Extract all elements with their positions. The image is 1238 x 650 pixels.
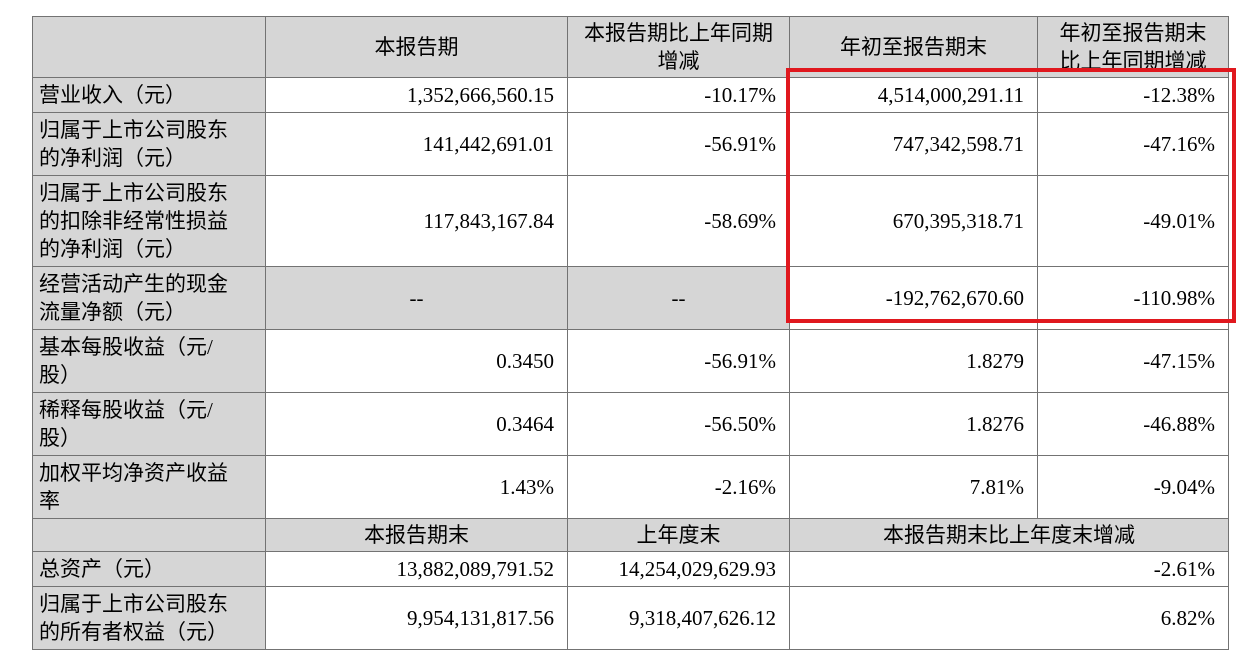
row-label: 加权平均净资产收益 率 — [32, 455, 266, 519]
cell-value: -47.15% — [1037, 329, 1229, 393]
cell-value: -46.88% — [1037, 392, 1229, 456]
cell-value: -110.98% — [1037, 266, 1229, 330]
cell-value: -2.16% — [567, 455, 790, 519]
header-cell-ytd-change: 年初至报告期末 比上年同期增减 — [1037, 16, 1229, 78]
cell-value: -10.17% — [567, 77, 790, 113]
cell-value: -47.16% — [1037, 112, 1229, 176]
financial-summary-table: 本报告期 本报告期比上年同期 增减 年初至报告期末 年初至报告期末 比上年同期增… — [32, 16, 1229, 650]
header-cell-period-end: 本报告期末 — [265, 518, 568, 552]
cell-value: 117,843,167.84 — [265, 175, 568, 267]
cell-value: -49.01% — [1037, 175, 1229, 267]
row-net-profit-excl-nonrecurring: 归属于上市公司股东 的扣除非经常性损益 的净利润（元） 117,843,167.… — [32, 175, 1229, 267]
cell-value: 4,514,000,291.11 — [789, 77, 1038, 113]
row-total-assets: 总资产（元） 13,882,089,791.52 14,254,029,629.… — [32, 551, 1229, 587]
header-row-period: 本报告期 本报告期比上年同期 增减 年初至报告期末 年初至报告期末 比上年同期增… — [32, 16, 1229, 78]
row-label: 基本每股收益（元/ 股） — [32, 329, 266, 393]
cell-value: -12.38% — [1037, 77, 1229, 113]
header-cell-period-end-change: 本报告期末比上年度末增减 — [789, 518, 1229, 552]
row-label: 经营活动产生的现金 流量净额（元） — [32, 266, 266, 330]
cell-value: 7.81% — [789, 455, 1038, 519]
header-cell-empty — [32, 16, 266, 78]
financial-summary-page: 本报告期 本报告期比上年同期 增减 年初至报告期末 年初至报告期末 比上年同期增… — [32, 16, 1236, 650]
cell-value: 1.8279 — [789, 329, 1038, 393]
header-cell-current-period: 本报告期 — [265, 16, 568, 78]
cell-value: 13,882,089,791.52 — [265, 551, 568, 587]
header-cell-prior-year-end: 上年度末 — [567, 518, 790, 552]
header-cell-empty — [32, 518, 266, 552]
row-owners-equity: 归属于上市公司股东 的所有者权益（元） 9,954,131,817.56 9,3… — [32, 586, 1229, 650]
row-label: 归属于上市公司股东 的净利润（元） — [32, 112, 266, 176]
cell-value: -56.50% — [567, 392, 790, 456]
cell-value: 1,352,666,560.15 — [265, 77, 568, 113]
row-label: 营业收入（元） — [32, 77, 266, 113]
cell-value: 141,442,691.01 — [265, 112, 568, 176]
row-label: 总资产（元） — [32, 551, 266, 587]
row-diluted-eps: 稀释每股收益（元/ 股） 0.3464 -56.50% 1.8276 -46.8… — [32, 392, 1229, 456]
cell-value: -- — [265, 266, 568, 330]
row-basic-eps: 基本每股收益（元/ 股） 0.3450 -56.91% 1.8279 -47.1… — [32, 329, 1229, 393]
row-net-profit: 归属于上市公司股东 的净利润（元） 141,442,691.01 -56.91%… — [32, 112, 1229, 176]
cell-value: -58.69% — [567, 175, 790, 267]
cell-value: -56.91% — [567, 112, 790, 176]
row-label: 归属于上市公司股东 的所有者权益（元） — [32, 586, 266, 650]
cell-value: 0.3464 — [265, 392, 568, 456]
header-cell-current-period-change: 本报告期比上年同期 增减 — [567, 16, 790, 78]
cell-value: 747,342,598.71 — [789, 112, 1038, 176]
cell-value: 0.3450 — [265, 329, 568, 393]
cell-value: 6.82% — [789, 586, 1229, 650]
cell-value: 1.8276 — [789, 392, 1038, 456]
cell-value: -9.04% — [1037, 455, 1229, 519]
row-weighted-avg-roe: 加权平均净资产收益 率 1.43% -2.16% 7.81% -9.04% — [32, 455, 1229, 519]
cell-value: -- — [567, 266, 790, 330]
cell-value: -2.61% — [789, 551, 1229, 587]
cell-value: 670,395,318.71 — [789, 175, 1038, 267]
header-cell-ytd: 年初至报告期末 — [789, 16, 1038, 78]
cell-value: -192,762,670.60 — [789, 266, 1038, 330]
cell-value: 1.43% — [265, 455, 568, 519]
row-operating-revenue: 营业收入（元） 1,352,666,560.15 -10.17% 4,514,0… — [32, 77, 1229, 113]
row-operating-cash-flow: 经营活动产生的现金 流量净额（元） -- -- -192,762,670.60 … — [32, 266, 1229, 330]
row-label: 归属于上市公司股东 的扣除非经常性损益 的净利润（元） — [32, 175, 266, 267]
row-label: 稀释每股收益（元/ 股） — [32, 392, 266, 456]
cell-value: 9,954,131,817.56 — [265, 586, 568, 650]
header-row-period-end: 本报告期末 上年度末 本报告期末比上年度末增减 — [32, 518, 1229, 552]
cell-value: 9,318,407,626.12 — [567, 586, 790, 650]
cell-value: 14,254,029,629.93 — [567, 551, 790, 587]
cell-value: -56.91% — [567, 329, 790, 393]
